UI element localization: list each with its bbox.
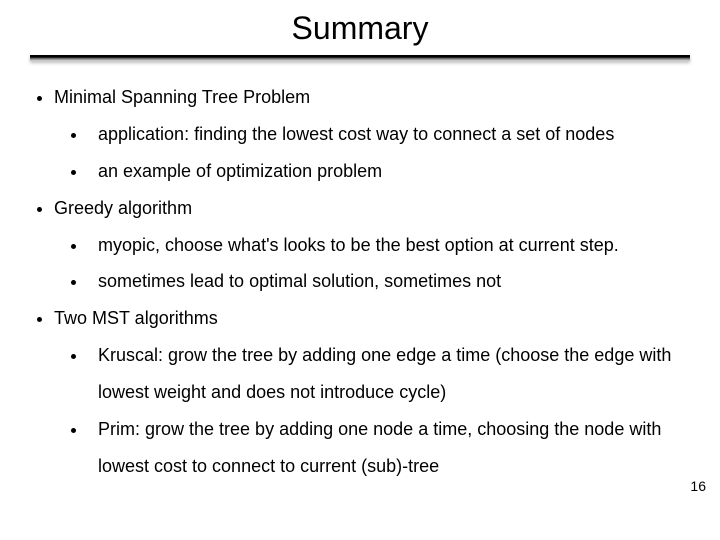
slide: Summary Minimal Spanning Tree Problem ap…	[0, 0, 720, 540]
list-item: an example of optimization problem	[88, 153, 690, 190]
bullet-text: Kruscal: grow the tree by adding one edg…	[98, 345, 671, 402]
list-item: Greedy algorithm myopic, choose what's l…	[54, 190, 690, 301]
bullet-text: application: finding the lowest cost way…	[98, 124, 614, 144]
bullet-text: Two MST algorithms	[54, 308, 218, 328]
list-item: Two MST algorithms Kruscal: grow the tre…	[54, 300, 690, 484]
bullet-list-level2: application: finding the lowest cost way…	[54, 116, 690, 190]
bullet-text: sometimes lead to optimal solution, some…	[98, 271, 501, 291]
bullet-text: Greedy algorithm	[54, 198, 192, 218]
title-rule	[30, 55, 690, 61]
slide-content: Minimal Spanning Tree Problem applicatio…	[30, 79, 690, 485]
bullet-text: Minimal Spanning Tree Problem	[54, 87, 310, 107]
bullet-text: Prim: grow the tree by adding one node a…	[98, 419, 661, 476]
bullet-text: an example of optimization problem	[98, 161, 382, 181]
list-item: Minimal Spanning Tree Problem applicatio…	[54, 79, 690, 190]
list-item: Kruscal: grow the tree by adding one edg…	[88, 337, 690, 411]
slide-title: Summary	[30, 10, 690, 47]
list-item: sometimes lead to optimal solution, some…	[88, 263, 690, 300]
list-item: application: finding the lowest cost way…	[88, 116, 690, 153]
bullet-list-level2: myopic, choose what's looks to be the be…	[54, 227, 690, 301]
list-item: Prim: grow the tree by adding one node a…	[88, 411, 690, 485]
bullet-text: myopic, choose what's looks to be the be…	[98, 235, 619, 255]
list-item: myopic, choose what's looks to be the be…	[88, 227, 690, 264]
bullet-list-level1: Minimal Spanning Tree Problem applicatio…	[30, 79, 690, 485]
page-number: 16	[690, 478, 706, 494]
bullet-list-level2: Kruscal: grow the tree by adding one edg…	[54, 337, 690, 485]
